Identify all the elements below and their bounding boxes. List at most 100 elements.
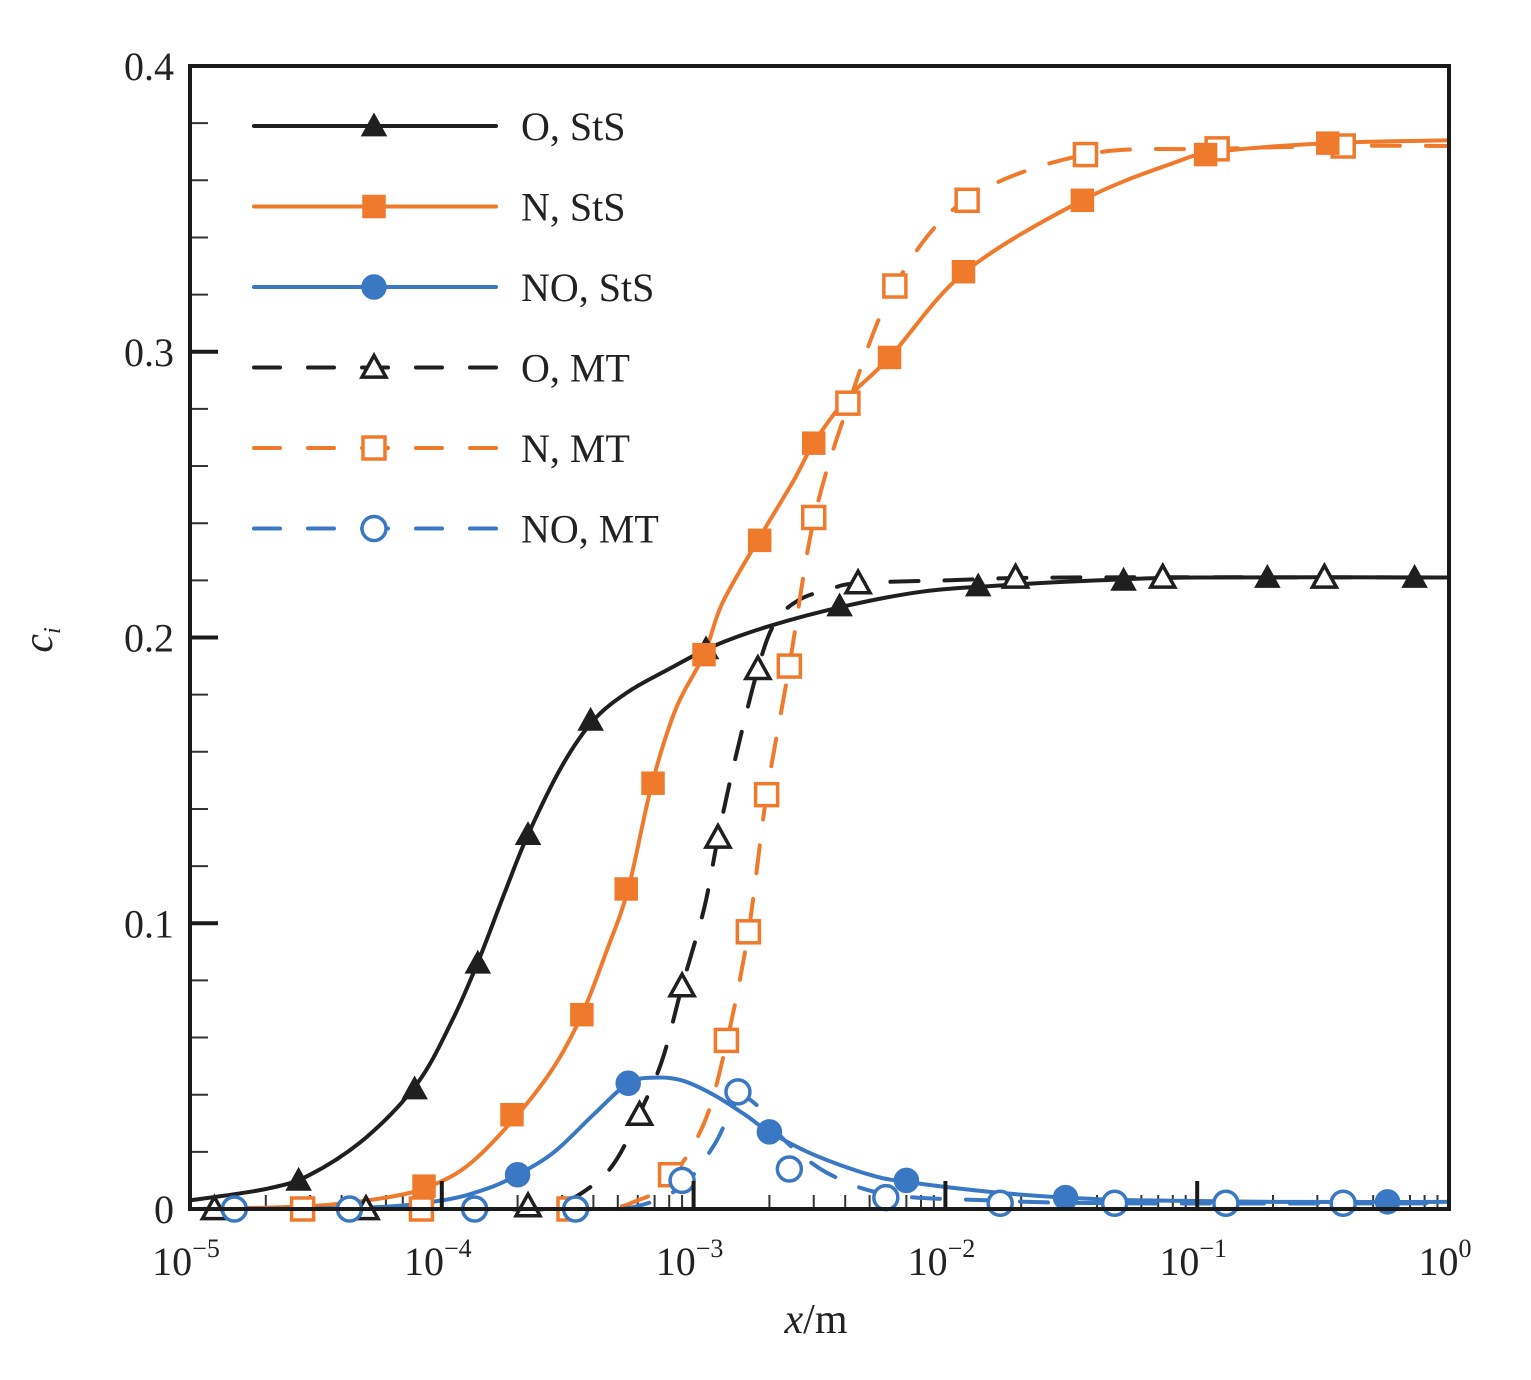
data-point-n-mt [882, 273, 908, 299]
data-point-o-sts [464, 949, 492, 974]
y-tick-label: 0.2 [124, 616, 174, 661]
data-point-n-mt [1072, 141, 1099, 168]
y-tick-label: 0.3 [124, 330, 174, 375]
data-point-n-mt [835, 390, 861, 416]
data-point-n-sts [412, 1174, 436, 1198]
data-point-o-sts [1254, 563, 1281, 588]
data-point-no-sts [615, 1070, 641, 1097]
data-point-n-sts [692, 642, 716, 667]
data-point-o-sts [826, 592, 853, 617]
legend-label: NO, MT [521, 507, 659, 552]
data-point-n-sts [500, 1102, 524, 1127]
plot-frame [188, 64, 1451, 1211]
legend-label: O, StS [521, 104, 626, 149]
data-point-no-sts [504, 1161, 531, 1188]
x-tick-base: 10 [1419, 1239, 1459, 1284]
data-point-n-mt [753, 781, 780, 808]
data-point-no-mt [986, 1189, 1014, 1218]
series-markers [199, 131, 1428, 1223]
y-tick-label: 0 [154, 1187, 174, 1232]
data-point-o-mt [1147, 561, 1178, 589]
data-point-n-sts [570, 1002, 594, 1027]
data-point-n-mt [735, 919, 762, 945]
x-tick-exponent: −5 [192, 1234, 220, 1263]
legend-item-n-mt: N, MT [252, 426, 630, 471]
x-tick-base: 10 [656, 1239, 696, 1284]
y-tick-label: 0.4 [124, 44, 174, 89]
x-tick-label: 10−4 [404, 1234, 472, 1284]
data-point-o-mt [1309, 561, 1340, 589]
data-point-no-sts [1052, 1184, 1079, 1211]
data-point-o-sts [285, 1166, 312, 1191]
x-tick-label: 10−1 [1159, 1234, 1227, 1284]
x-tick-label: 10−2 [908, 1234, 976, 1284]
series-line-n-mt [190, 143, 1449, 1212]
data-point-no-mt [872, 1183, 900, 1212]
data-point-no-sts [893, 1167, 920, 1194]
data-point-n-mt [954, 187, 980, 214]
x-tick-exponent: 0 [1459, 1234, 1472, 1263]
minor-ticks [190, 65, 1439, 1210]
data-point-o-mt [742, 653, 773, 681]
x-tick-label: 100 [1419, 1234, 1472, 1284]
x-tick-exponent: −2 [948, 1234, 976, 1263]
x-axis-label-var: x [784, 1297, 804, 1343]
legend-label: N, MT [521, 426, 630, 471]
legend-marker [361, 274, 387, 300]
x-tick-base: 10 [404, 1239, 444, 1284]
data-point-o-mt [843, 567, 874, 595]
series-line-no-mt [190, 1095, 1449, 1212]
major-ticks [188, 64, 1451, 1211]
x-tick-label: 10−3 [656, 1234, 724, 1284]
data-point-n-sts [1070, 188, 1095, 213]
data-point-no-mt [668, 1166, 696, 1195]
data-point-no-mt [1100, 1189, 1129, 1218]
data-point-o-sts [964, 572, 992, 597]
legend-item-no-sts: NO, StS [252, 265, 654, 310]
y-axis-label: ci [16, 627, 66, 652]
data-point-o-sts [514, 821, 542, 846]
data-point-o-mt [1000, 561, 1031, 589]
x-tick-label: 10−5 [152, 1234, 220, 1284]
legend-item-n-sts: N, StS [252, 185, 626, 230]
y-axis-label-sub: i [40, 627, 66, 634]
data-point-o-mt [513, 1190, 543, 1218]
data-point-no-mt [724, 1078, 752, 1106]
x-tick-exponent: −4 [444, 1234, 472, 1263]
series-line-o-mt [190, 575, 1449, 1212]
y-tick-label: 0.1 [124, 901, 174, 946]
legend-item-o-mt: O, MT [252, 346, 630, 391]
legend-marker [362, 194, 386, 219]
x-tick-base: 10 [152, 1239, 192, 1284]
legend: O, StS N, StS NO, StS O, MT N, MT NO, MT [252, 104, 659, 552]
legend-marker [361, 435, 387, 461]
x-axis-label: x/m [784, 1297, 848, 1343]
data-point-n-sts [1316, 131, 1340, 155]
x-tick-base: 10 [1159, 1239, 1199, 1284]
data-point-no-mt [1212, 1189, 1240, 1218]
series-curves [190, 138, 1449, 1212]
data-point-o-mt [703, 821, 733, 849]
data-point-n-sts [747, 528, 772, 553]
x-tick-base: 10 [908, 1239, 948, 1284]
legend-label: NO, StS [521, 265, 654, 310]
data-point-n-mt [776, 653, 803, 679]
data-point-o-mt [624, 1099, 655, 1127]
series-line-o-sts [190, 575, 1449, 1203]
legend-label: N, StS [521, 185, 626, 230]
data-point-o-sts [401, 1075, 428, 1100]
data-point-o-sts [577, 706, 604, 731]
x-tick-labels: 10−5 10−4 10−3 10−2 10−1 100 [152, 1234, 1471, 1284]
data-point-no-sts [756, 1119, 783, 1145]
data-point-n-sts [877, 345, 902, 370]
legend-item-no-mt: NO, MT [252, 507, 659, 552]
data-point-n-mt [800, 504, 827, 531]
x-axis-label-unit: /m [803, 1297, 848, 1343]
data-point-n-sts [1193, 142, 1218, 167]
data-point-no-mt [1329, 1189, 1357, 1218]
data-point-n-mt [713, 1027, 740, 1054]
y-tick-labels: 0 0.1 0.2 0.3 0.4 [124, 44, 174, 1232]
legend-item-o-sts: O, StS [252, 104, 626, 149]
data-point-n-sts [614, 877, 638, 901]
